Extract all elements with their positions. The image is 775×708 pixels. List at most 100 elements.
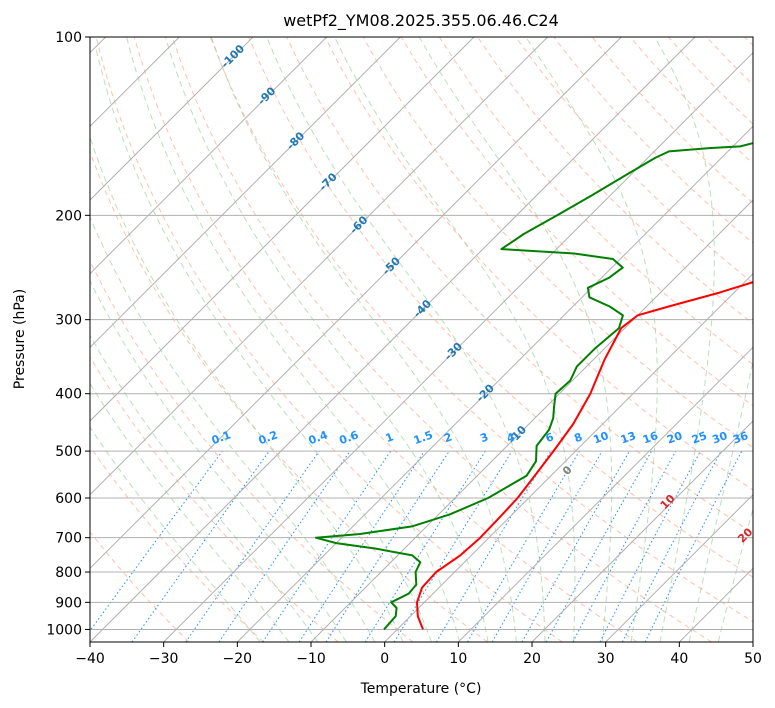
dry-adiabat-line xyxy=(515,37,753,284)
mixing-ratio-label: 10 xyxy=(592,429,611,447)
mixing-ratio-line xyxy=(545,450,653,642)
mixing-ratio-label: 25 xyxy=(690,429,709,446)
y-tick-label: 800 xyxy=(55,565,82,581)
isotherm-line xyxy=(90,37,696,642)
mixing-ratio-label: 1.5 xyxy=(412,428,435,447)
moist-adiabat-line xyxy=(164,37,489,642)
mixing-ratio-label: 6 xyxy=(544,430,556,445)
isotherm-line xyxy=(236,125,753,642)
mixing-ratio-label: 8 xyxy=(572,430,584,445)
moist-adiabat-line xyxy=(717,506,753,642)
moist-adiabat-line xyxy=(334,37,576,642)
moist-adiabat-line xyxy=(95,49,432,642)
mixing-ratio-line xyxy=(521,450,630,642)
mixing-ratio-line xyxy=(262,450,392,642)
moist-adiabat-line xyxy=(210,37,517,642)
mixing-ratio-line xyxy=(572,450,677,642)
mixing-ratio-label: 36 xyxy=(731,429,750,447)
dry-adiabat-line xyxy=(248,37,753,578)
dry-adiabat-line xyxy=(90,150,488,642)
moist-adiabat-line xyxy=(654,37,715,642)
mixing-ratio-label: 1 xyxy=(384,430,396,445)
mixing-ratio-lines xyxy=(90,450,743,642)
y-tick-label: 300 xyxy=(55,313,82,329)
x-axis-label: Temperature (°C) xyxy=(360,681,482,697)
moist-adiabat-line xyxy=(90,382,290,642)
mixing-ratio-label: 30 xyxy=(710,429,729,447)
isotherm-line xyxy=(310,199,753,642)
plot-area: -100-90-80-70-60-50-40-30-20-10 0.1 0.2 0.… xyxy=(90,37,753,642)
mixing-ratio-label: 0.1 xyxy=(210,428,233,447)
mixing-ratio-line xyxy=(185,450,320,642)
x-tick-label: 20 xyxy=(523,651,541,667)
isotherm-line xyxy=(90,37,549,496)
isotherm-line xyxy=(163,51,753,642)
grid-lines xyxy=(90,37,753,642)
x-tick-label: 30 xyxy=(597,651,615,667)
moist-adiabat-line xyxy=(688,358,753,642)
chart-title: wetPf2_YM08.2025.355.06.46.C24 xyxy=(283,11,559,31)
isotherm-line xyxy=(90,37,401,349)
x-tick-label: −40 xyxy=(75,651,105,667)
mixing-ratio-labels: 0.1 0.2 0.4 0.6 1 1.5 2 3 4 6 8 10 13 16 20 25 30 36 xyxy=(210,428,750,447)
isotherm-line xyxy=(90,37,622,570)
y-tick-label: 200 xyxy=(55,208,82,224)
moist-adiabat-line xyxy=(90,426,261,642)
x-tick-label: −10 xyxy=(296,651,326,667)
mixing-ratio-label: 20 xyxy=(665,429,684,447)
dry-adiabat-line xyxy=(210,37,753,623)
mixing-ratio-line xyxy=(218,450,351,642)
x-axis-ticks: −40 −30 −20 −10 0 10 20 30 40 50 xyxy=(75,642,762,667)
profile-series xyxy=(314,142,753,631)
moist-adiabat-line xyxy=(90,215,376,642)
moist-adiabat-line xyxy=(90,334,319,642)
moist-adiabat-line xyxy=(126,37,461,642)
mixing-ratio-line xyxy=(325,450,450,642)
dry-adiabat-line xyxy=(90,356,339,642)
mixing-ratio-label: 0.6 xyxy=(338,428,361,447)
mixing-ratio-line xyxy=(90,450,223,632)
mixing-ratio-line xyxy=(131,450,270,642)
plot-frame xyxy=(89,36,754,643)
y-tick-label: 400 xyxy=(55,387,82,403)
mixing-ratio-line xyxy=(644,450,743,642)
moist-adiabat-line xyxy=(90,135,404,642)
x-tick-label: 0 xyxy=(380,651,389,667)
mixing-ratio-label: 2 xyxy=(442,430,454,445)
dry-adiabat-line xyxy=(90,445,264,642)
x-tick-label: 10 xyxy=(449,651,467,667)
y-tick-label: 900 xyxy=(55,595,82,611)
isotherm-line xyxy=(384,272,753,642)
mixing-ratio-label: 4 xyxy=(505,430,517,445)
mixing-ratio-label: 0.2 xyxy=(257,428,280,447)
moist-adiabat-line xyxy=(525,37,658,642)
moist-adiabats xyxy=(90,37,753,642)
y-tick-label: 700 xyxy=(55,531,82,547)
isotherm-line xyxy=(605,493,753,642)
y-tick-label: 600 xyxy=(55,491,82,507)
y-tick-label: 500 xyxy=(55,444,82,460)
x-tick-label: −20 xyxy=(223,651,253,667)
mixing-ratio-label: 0.4 xyxy=(307,428,330,447)
dry-adiabat-line xyxy=(95,37,563,642)
isotherm-line xyxy=(457,346,753,642)
isotherm-line xyxy=(90,37,328,275)
isotherm-line xyxy=(90,37,475,422)
x-tick-label: 50 xyxy=(744,651,762,667)
mixing-ratio-line xyxy=(393,450,513,642)
dry-adiabat-line xyxy=(90,531,190,642)
y-axis-label: Pressure (hPa) xyxy=(12,289,28,389)
y-tick-label: 1000 xyxy=(46,622,82,638)
isotherm-line xyxy=(531,420,753,642)
x-tick-label: −30 xyxy=(149,651,179,667)
mixing-ratio-label: 3 xyxy=(478,430,490,445)
x-tick-label: 40 xyxy=(670,651,688,667)
dry-adiabat-line xyxy=(438,37,753,366)
mixing-ratio-label: 16 xyxy=(641,429,660,447)
moist-adiabat-line xyxy=(266,37,546,642)
mixing-ratio-line xyxy=(298,450,425,642)
mixing-ratio-label: 13 xyxy=(619,429,638,446)
profile-line xyxy=(314,142,753,631)
